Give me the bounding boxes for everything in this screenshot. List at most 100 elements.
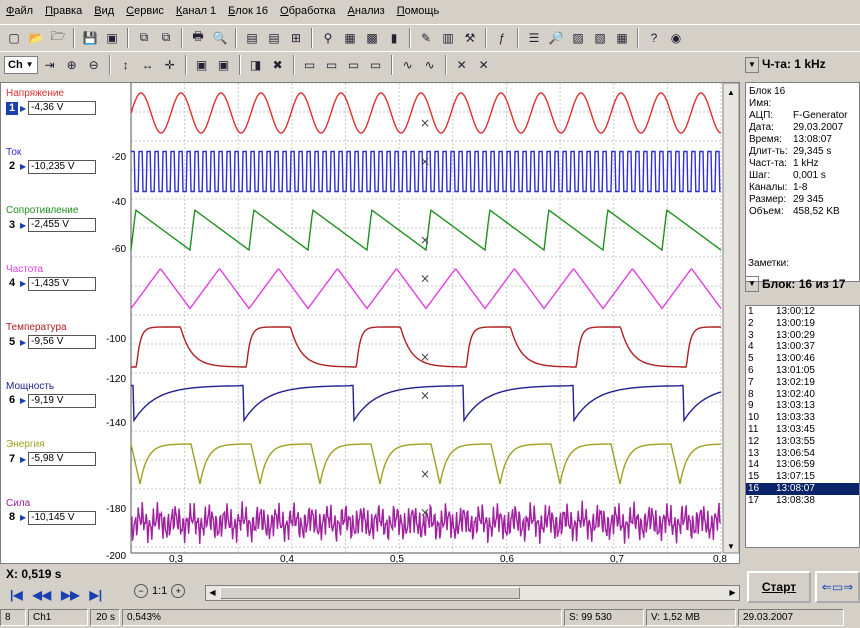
module-icon[interactable]: ▩ (362, 28, 382, 48)
scroll-thumb[interactable] (220, 587, 520, 599)
list-icon[interactable]: ☰ (524, 28, 544, 48)
channel-control[interactable]: 5 ▶ -9,56 V (6, 335, 96, 349)
horizontal-scrollbar[interactable]: ◀ ▶ (205, 585, 740, 601)
block-list-item[interactable]: 15 13:07:15 (746, 471, 859, 483)
probe-icon[interactable]: ⚲ (318, 28, 338, 48)
layout-1-icon[interactable]: ▭ (300, 55, 320, 75)
channel-arrow-icon[interactable]: ▶ (20, 104, 26, 113)
menu-item[interactable]: Вид (94, 5, 114, 17)
block-list-item[interactable]: 13 13:06:54 (746, 448, 859, 460)
copy-icon[interactable]: ⧉ (134, 28, 154, 48)
block-list-item[interactable]: 7 13:02:19 (746, 377, 859, 389)
device-icon[interactable]: ▦ (340, 28, 360, 48)
channel-select[interactable]: Ch ▼ (4, 56, 38, 74)
block-select[interactable]: ▼ Блок: 16 из 17 (745, 274, 860, 294)
block-list[interactable]: 1 13:00:12 2 13:00:19 3 13:00:29 4 13:00:37 5 13:… (745, 305, 860, 548)
paste-icon[interactable]: ⧉ (156, 28, 176, 48)
web-icon[interactable]: ◉ (666, 28, 686, 48)
channel-arrow-icon[interactable]: ▶ (20, 162, 26, 171)
first-icon[interactable]: |◀ (10, 588, 23, 602)
menu-item[interactable]: Помощь (397, 5, 440, 17)
horizontal-icon[interactable]: ↔ (138, 55, 158, 75)
block-list-item[interactable]: 11 13:03:45 (746, 424, 859, 436)
signal-generator-icon[interactable]: ⇐▭⇒ (815, 571, 860, 603)
tools-icon[interactable]: ⚒ (460, 28, 480, 48)
block-list-item[interactable]: 16 13:08:07 (746, 483, 859, 495)
zoom-out-icon[interactable]: − (134, 584, 148, 598)
menu-item[interactable]: Анализ (348, 5, 385, 17)
new-file-icon[interactable]: ▢ (4, 28, 24, 48)
channel-number[interactable]: 8 (6, 511, 18, 524)
help-icon[interactable]: ? (644, 28, 664, 48)
wave-icon[interactable]: ∿ (398, 55, 418, 75)
print-preview-icon[interactable]: 🔍 (210, 28, 230, 48)
menu-item[interactable]: Правка (45, 5, 82, 17)
block-list-item[interactable]: 2 13:00:19 (746, 318, 859, 330)
channel-number[interactable]: 3 (6, 219, 18, 232)
channel-control[interactable]: 7 ▶ -5,98 V (6, 452, 96, 466)
open-file-icon[interactable]: 📂 (26, 28, 46, 48)
block-list-item[interactable]: 8 13:02:40 (746, 389, 859, 401)
fit-icon[interactable]: ⇥ (40, 55, 60, 75)
channel-arrow-icon[interactable]: ▶ (20, 221, 26, 230)
channel-control[interactable]: 6 ▶ -9,19 V (6, 394, 96, 408)
block-list-item[interactable]: 3 13:00:29 (746, 330, 859, 342)
layout-2-icon[interactable]: ▭ (322, 55, 342, 75)
menu-item[interactable]: Блок 16 (228, 5, 268, 17)
chart-icon[interactable]: ▨ (568, 28, 588, 48)
close-all-icon[interactable]: ✕ (474, 55, 494, 75)
channel-control[interactable]: 1 ▶ -4,36 V (6, 101, 96, 115)
block-list-item[interactable]: 9 13:03:13 (746, 400, 859, 412)
block-list-item[interactable]: 12 13:03:55 (746, 436, 859, 448)
zoom-in-icon[interactable]: + (171, 584, 185, 598)
channel-number[interactable]: 7 (6, 453, 18, 466)
window-2-icon[interactable]: ▤ (264, 28, 284, 48)
zoom-out-icon[interactable]: ⊖ (84, 55, 104, 75)
frame-icon[interactable]: ▣ (192, 55, 212, 75)
marker-icon[interactable]: ◨ (246, 55, 266, 75)
table-icon[interactable]: ▥ (438, 28, 458, 48)
block-list-item[interactable]: 17 13:08:38 (746, 495, 859, 507)
channel-number[interactable]: 2 (6, 160, 18, 173)
channel-arrow-icon[interactable]: ▶ (20, 338, 26, 347)
wave-2-icon[interactable]: ∿ (420, 55, 440, 75)
block-list-item[interactable]: 14 13:06:59 (746, 459, 859, 471)
battery-icon[interactable]: ▮ (384, 28, 404, 48)
rate-select[interactable]: ▼ Ч-та: 1 kHz (745, 57, 826, 73)
save-as-icon[interactable]: ▣ (102, 28, 122, 48)
zoom-icon[interactable]: 🔎 (546, 28, 566, 48)
block-list-item[interactable]: 5 13:00:46 (746, 353, 859, 365)
last-icon[interactable]: ▶| (90, 588, 103, 602)
channel-arrow-icon[interactable]: ▶ (20, 513, 26, 522)
layout-3-icon[interactable]: ▭ (344, 55, 364, 75)
chart-3-icon[interactable]: ▦ (612, 28, 632, 48)
edit-icon[interactable]: ✎ (416, 28, 436, 48)
scroll-left-icon[interactable]: ◀ (206, 587, 219, 599)
channel-number[interactable]: 5 (6, 336, 18, 349)
print-icon[interactable]: 🖶 (188, 28, 208, 48)
delete-marker-icon[interactable]: ✖ (268, 55, 288, 75)
channel-control[interactable]: 3 ▶ -2,455 V (6, 218, 96, 232)
window-icon[interactable]: ▤ (242, 28, 262, 48)
layout-4-icon[interactable]: ▭ (366, 55, 386, 75)
block-list-item[interactable]: 10 13:03:33 (746, 412, 859, 424)
function-icon[interactable]: ƒ (492, 28, 512, 48)
channel-arrow-icon[interactable]: ▶ (20, 279, 26, 288)
menu-item[interactable]: Сервис (126, 5, 164, 17)
save-icon[interactable]: 💾 (80, 28, 100, 48)
crosshair-icon[interactable]: ✛ (160, 55, 180, 75)
channel-control[interactable]: 2 ▶ -10,235 V (6, 160, 96, 174)
scroll-right-icon[interactable]: ▶ (726, 587, 739, 599)
channel-control[interactable]: 8 ▶ -10,145 V (6, 511, 96, 525)
channel-number[interactable]: 1 (6, 102, 18, 115)
channel-arrow-icon[interactable]: ▶ (20, 455, 26, 464)
rewind-icon[interactable]: ◀◀ (33, 588, 51, 602)
channel-number[interactable]: 4 (6, 277, 18, 290)
block-list-item[interactable]: 4 13:00:37 (746, 341, 859, 353)
split-icon[interactable]: ⊞ (286, 28, 306, 48)
channel-arrow-icon[interactable]: ▶ (20, 396, 26, 405)
frame-2-icon[interactable]: ▣ (214, 55, 234, 75)
menu-item[interactable]: Канал 1 (176, 5, 216, 17)
menu-item[interactable]: Файл (6, 5, 33, 17)
forward-icon[interactable]: ▶▶ (61, 588, 79, 602)
